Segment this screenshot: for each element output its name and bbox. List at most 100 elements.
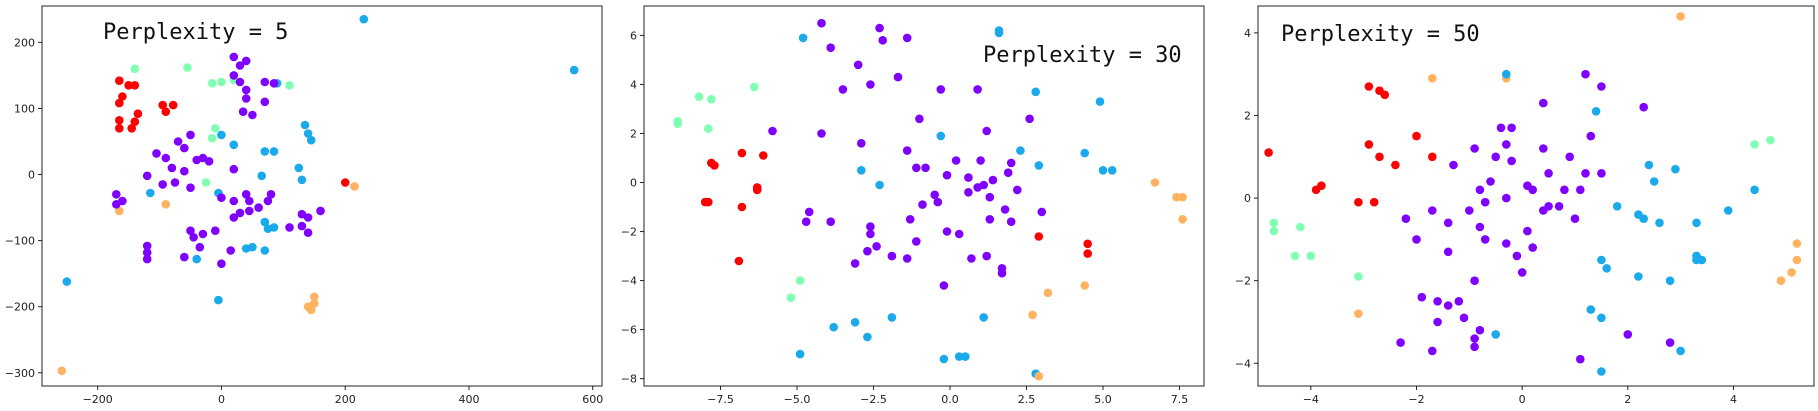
- data-point-purple: [211, 226, 220, 235]
- y-tick-label: 4: [1244, 27, 1251, 40]
- data-point-cyan: [1016, 146, 1025, 155]
- data-point-purple: [985, 215, 995, 224]
- data-point-cyan: [229, 140, 239, 150]
- data-point-cyan: [306, 135, 316, 145]
- data-point-purple: [902, 33, 912, 43]
- data-point-purple: [1006, 217, 1016, 226]
- data-point-purple: [875, 23, 884, 33]
- data-point-purple: [872, 242, 881, 251]
- data-point-cyan: [994, 26, 1004, 35]
- x-axis: −7.5 −5.0 −2.5 0.0 2.5 5.0 7.5: [707, 386, 1188, 406]
- data-point-red: [115, 116, 124, 125]
- data-point-purple: [936, 85, 946, 94]
- data-point-purple: [973, 85, 982, 94]
- data-point-orange: [1776, 276, 1786, 286]
- data-point-green: [207, 133, 217, 143]
- data-point-cyan: [939, 354, 949, 364]
- data-point-purple: [1433, 297, 1442, 306]
- data-point-orange: [1150, 178, 1160, 187]
- scatter-panel-perplexity-30: −7.5 −5.0 −2.5 0.0 2.5 5.0 7.5 −8 −6 −4 −2 0 2 4 6 Pe…: [621, 5, 1205, 406]
- data-point-purple: [167, 163, 177, 173]
- data-point-cyan: [936, 131, 946, 141]
- data-point-cyan: [1644, 160, 1654, 170]
- data-point-red: [115, 76, 124, 85]
- data-point-purple: [229, 164, 239, 174]
- data-point-purple: [1512, 251, 1522, 261]
- data-point-purple: [1470, 144, 1479, 153]
- data-point-purple: [173, 137, 183, 146]
- data-point-purple: [1581, 69, 1590, 79]
- data-point-orange: [1028, 310, 1037, 320]
- data-point-purple: [863, 246, 872, 256]
- data-point-red: [1264, 148, 1273, 157]
- data-point-green: [1296, 222, 1305, 232]
- data-point-purple: [263, 196, 273, 206]
- data-point-purple: [161, 153, 171, 163]
- data-point-purple: [1665, 338, 1675, 347]
- data-point-red: [161, 107, 171, 116]
- data-point-purple: [1454, 297, 1464, 306]
- data-point-cyan: [294, 163, 304, 173]
- y-tick-label: −2: [1235, 275, 1251, 288]
- data-point-orange: [1428, 74, 1437, 83]
- data-point-cyan: [1098, 166, 1108, 175]
- data-point-purple: [997, 268, 1007, 278]
- data-point-purple: [186, 183, 195, 192]
- data-point-cyan: [1107, 166, 1117, 175]
- data-point-red: [158, 100, 167, 110]
- data-point-orange: [57, 366, 67, 376]
- data-point-purple: [838, 85, 848, 94]
- data-point-green: [1269, 218, 1279, 228]
- data-point-green: [795, 276, 805, 285]
- data-point-orange: [1792, 239, 1802, 248]
- data-point-purple: [930, 190, 939, 200]
- data-point-orange: [1676, 11, 1685, 21]
- data-point-red: [759, 151, 768, 160]
- data-point-red: [734, 256, 744, 266]
- data-point-purple: [1475, 222, 1485, 232]
- data-point-cyan: [798, 33, 808, 43]
- data-point-purple: [988, 175, 998, 185]
- scatter-panel-perplexity-50: −4 −2 0 2 4 −4 −2 0 2 4 Perplexity = 50: [1235, 5, 1815, 406]
- data-point-purple: [1443, 218, 1453, 228]
- data-point-cyan: [887, 313, 897, 322]
- data-point-cyan: [214, 295, 223, 305]
- data-point-green: [786, 293, 796, 303]
- data-point-purple: [912, 237, 921, 246]
- data-point-red: [133, 109, 143, 118]
- x-tick-label: −7.5: [707, 393, 734, 406]
- data-point-purple: [967, 254, 976, 263]
- data-point-cyan: [300, 120, 310, 130]
- data-point-green: [673, 119, 682, 128]
- data-point-purple: [1554, 202, 1564, 211]
- data-point-purple: [893, 72, 903, 82]
- data-point-cyan: [1586, 305, 1596, 314]
- data-point-purple: [951, 156, 961, 165]
- data-point-cyan: [1095, 97, 1105, 106]
- data-point-cyan: [1723, 206, 1733, 215]
- panel-title: Perplexity = 50: [1281, 22, 1480, 47]
- data-point-purple: [902, 146, 912, 155]
- data-point-red: [1364, 140, 1374, 149]
- data-point-purple: [1475, 185, 1485, 195]
- data-point-red: [340, 178, 350, 187]
- x-tick-label: −2: [1408, 393, 1424, 406]
- data-point-cyan: [1665, 276, 1675, 286]
- data-point-purple: [1517, 268, 1527, 277]
- data-point-purple: [878, 36, 887, 45]
- data-point-green: [707, 94, 716, 104]
- x-tick-label: 200: [335, 393, 356, 406]
- data-point-orange: [1172, 192, 1181, 202]
- x-tick-label: 0: [1519, 393, 1526, 406]
- data-point-purple: [1480, 197, 1490, 207]
- data-point-orange: [1787, 268, 1796, 277]
- x-tick-label: 600: [582, 393, 603, 406]
- data-point-orange: [1792, 255, 1802, 265]
- data-point-cyan: [954, 352, 964, 361]
- data-point-cyan: [1502, 69, 1511, 79]
- data-point-purple: [186, 130, 195, 140]
- data-point-purple: [902, 254, 912, 263]
- data-point-purple: [1528, 185, 1537, 195]
- data-point-purple: [235, 61, 245, 70]
- data-point-purple: [887, 251, 897, 261]
